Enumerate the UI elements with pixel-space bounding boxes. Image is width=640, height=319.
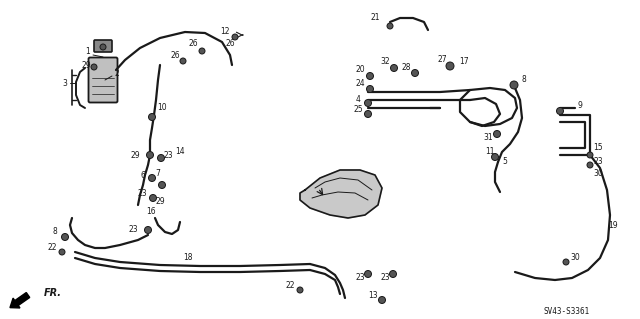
Text: 15: 15 — [593, 144, 603, 152]
Text: 20: 20 — [355, 65, 365, 75]
Text: 29: 29 — [155, 197, 165, 206]
Text: 2: 2 — [115, 70, 120, 78]
Text: 22: 22 — [285, 280, 295, 290]
Circle shape — [446, 62, 454, 70]
Circle shape — [150, 195, 157, 202]
Circle shape — [145, 226, 152, 234]
Text: 24: 24 — [355, 79, 365, 88]
Text: 23: 23 — [380, 273, 390, 283]
Circle shape — [61, 234, 68, 241]
Text: 3: 3 — [63, 78, 67, 87]
Text: 30: 30 — [570, 254, 580, 263]
Text: 23: 23 — [355, 273, 365, 283]
Circle shape — [378, 296, 385, 303]
Circle shape — [563, 259, 569, 265]
Text: 30: 30 — [593, 168, 603, 177]
Circle shape — [390, 64, 397, 71]
Text: 5: 5 — [502, 158, 508, 167]
Circle shape — [493, 130, 500, 137]
Circle shape — [492, 153, 499, 160]
Circle shape — [387, 23, 393, 29]
Circle shape — [100, 44, 106, 50]
Circle shape — [390, 271, 397, 278]
Text: 26: 26 — [225, 40, 235, 48]
Text: 8: 8 — [522, 76, 526, 85]
Circle shape — [232, 34, 238, 40]
Text: 17: 17 — [459, 57, 469, 66]
Text: 25: 25 — [353, 106, 363, 115]
Text: 11: 11 — [485, 147, 495, 157]
FancyBboxPatch shape — [88, 57, 118, 102]
Text: 14: 14 — [175, 147, 185, 157]
Text: FR.: FR. — [44, 288, 62, 298]
Text: 6: 6 — [141, 172, 145, 181]
Text: 23: 23 — [593, 158, 603, 167]
Circle shape — [59, 249, 65, 255]
Text: 29: 29 — [81, 61, 91, 70]
Circle shape — [412, 70, 419, 77]
Text: 16: 16 — [146, 207, 156, 217]
Circle shape — [157, 154, 164, 161]
Polygon shape — [300, 170, 382, 218]
Text: 26: 26 — [188, 40, 198, 48]
Text: 23: 23 — [163, 151, 173, 160]
Polygon shape — [10, 293, 29, 308]
Circle shape — [180, 58, 186, 64]
Text: 22: 22 — [47, 243, 57, 253]
FancyBboxPatch shape — [94, 40, 112, 52]
Text: 4: 4 — [356, 94, 360, 103]
Text: 28: 28 — [401, 63, 411, 72]
Circle shape — [367, 72, 374, 79]
Circle shape — [365, 271, 371, 278]
Text: 26: 26 — [170, 50, 180, 60]
Circle shape — [367, 85, 374, 93]
Text: 8: 8 — [52, 227, 58, 236]
Text: 12: 12 — [220, 27, 230, 36]
Text: SV43-S3361: SV43-S3361 — [544, 308, 590, 316]
Circle shape — [557, 108, 563, 115]
Text: 19: 19 — [608, 220, 618, 229]
Circle shape — [510, 81, 518, 89]
Text: 27: 27 — [437, 56, 447, 64]
Text: 10: 10 — [157, 103, 167, 113]
Text: 9: 9 — [577, 100, 582, 109]
Text: 1: 1 — [86, 48, 90, 56]
Text: 32: 32 — [380, 57, 390, 66]
Text: 23: 23 — [128, 226, 138, 234]
Circle shape — [148, 114, 156, 121]
Text: 13: 13 — [368, 291, 378, 300]
Text: 18: 18 — [183, 254, 193, 263]
Circle shape — [365, 110, 371, 117]
Circle shape — [587, 162, 593, 168]
Circle shape — [587, 152, 593, 158]
Circle shape — [148, 174, 156, 182]
Circle shape — [297, 287, 303, 293]
Text: 7: 7 — [156, 168, 161, 177]
Circle shape — [91, 64, 97, 70]
Text: 31: 31 — [483, 133, 493, 143]
Text: 23: 23 — [137, 189, 147, 197]
Circle shape — [365, 100, 371, 107]
Text: 29: 29 — [130, 151, 140, 160]
Text: 21: 21 — [371, 13, 380, 23]
Circle shape — [159, 182, 166, 189]
Circle shape — [199, 48, 205, 54]
Circle shape — [147, 152, 154, 159]
